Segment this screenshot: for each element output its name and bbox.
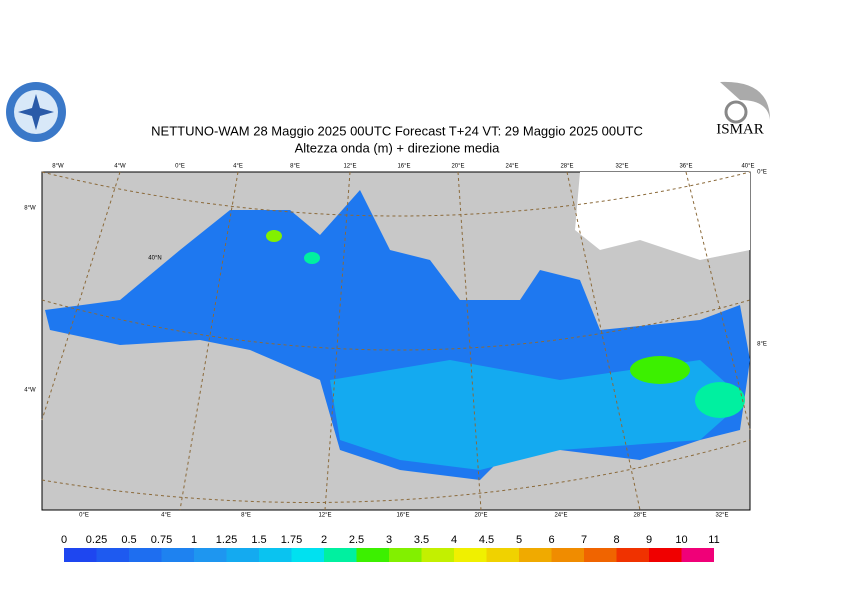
colorbar-label: 3.5 — [414, 534, 429, 546]
colorbar-label: 0.25 — [86, 534, 107, 546]
colorbar-label: 2 — [321, 534, 327, 546]
lon-label: 16°E — [397, 164, 410, 170]
colorbar-swatch — [291, 548, 324, 562]
colorbar-swatch — [96, 548, 129, 562]
lat-label: 8°W — [24, 206, 36, 212]
lon-label: 4°E — [233, 164, 243, 170]
colorbar-label: 1 — [191, 534, 197, 546]
colorbar-swatch — [421, 548, 454, 562]
colorbar-swatch — [324, 548, 357, 562]
colorbar-swatch — [551, 548, 584, 562]
lon-label: 12°E — [318, 513, 331, 519]
colorbar-swatch — [64, 548, 97, 562]
colorbar-swatch — [356, 548, 389, 562]
colorbar-swatch — [259, 548, 292, 562]
lon-label: 8°W — [52, 164, 64, 170]
colorbar-swatch — [161, 548, 194, 562]
lat-label: 4°W — [24, 388, 36, 394]
colorbar-label: 6 — [548, 534, 554, 546]
colorbar-swatch — [649, 548, 682, 562]
logo-left — [6, 82, 66, 142]
lon-label: 32°E — [715, 513, 728, 519]
colorbar-swatch — [681, 548, 714, 562]
lon-label: 28°E — [560, 164, 573, 170]
colorbar-label: 1.25 — [216, 534, 237, 546]
colorbar-swatch — [584, 548, 617, 562]
subtitle: Altezza onda (m) + direzione media — [295, 140, 501, 155]
lon-label: 8°E — [241, 513, 251, 519]
lon-label: 16°E — [396, 513, 409, 519]
lon-label: 0°E — [175, 164, 185, 170]
colorbar-swatch — [616, 548, 649, 562]
lon-label: 28°E — [633, 513, 646, 519]
lon-label: 40°E — [741, 164, 754, 170]
colorbar-swatch — [389, 548, 422, 562]
colorbar-label: 8 — [613, 534, 619, 546]
colorbar-swatch — [486, 548, 519, 562]
colorbar-swatch — [129, 548, 162, 562]
map — [41, 171, 751, 511]
colorbar-label: 10 — [675, 534, 687, 546]
colorbar-label: 4.5 — [479, 534, 494, 546]
lon-label: 36°E — [679, 164, 692, 170]
lon-label: 24°E — [505, 164, 518, 170]
colorbar-label: 4 — [451, 534, 457, 546]
colorbar-swatch — [519, 548, 552, 562]
logo-text: ISMAR — [716, 121, 764, 137]
lon-label: 4°E — [161, 513, 171, 519]
colorbar-label: 0.75 — [151, 534, 172, 546]
colorbar-label: 0.5 — [121, 534, 136, 546]
lon-label: 8°E — [290, 164, 300, 170]
logo-right: ISMAR — [708, 79, 772, 141]
colorbar-label: 2.5 — [349, 534, 364, 546]
lon-label: 24°E — [554, 513, 567, 519]
colorbar-label: 1.75 — [281, 534, 302, 546]
colorbar-label: 9 — [646, 534, 652, 546]
lon-label: 32°E — [615, 164, 628, 170]
colorbar-swatch — [194, 548, 227, 562]
colorbar-label: 5 — [516, 534, 522, 546]
colorbar-label: 7 — [581, 534, 587, 546]
colorbar-label: 3 — [386, 534, 392, 546]
lat-label: 8°E — [757, 342, 767, 348]
colorbar-swatch — [454, 548, 487, 562]
colorbar-label: 1.5 — [251, 534, 266, 546]
colorbar-swatch — [226, 548, 259, 562]
lon-label: 4°W — [114, 164, 126, 170]
lat-label: 0°E — [757, 170, 767, 176]
lat-label: 40°N — [148, 256, 161, 262]
lon-label: 0°E — [79, 513, 89, 519]
lon-label: 12°E — [343, 164, 356, 170]
colorbar-label: 11 — [708, 534, 719, 546]
lon-label: 20°E — [451, 164, 464, 170]
colorbar-label: 0 — [61, 534, 67, 546]
title: NETTUNO-WAM 28 Maggio 2025 00UTC Forecas… — [151, 123, 643, 138]
lon-label: 20°E — [474, 513, 487, 519]
